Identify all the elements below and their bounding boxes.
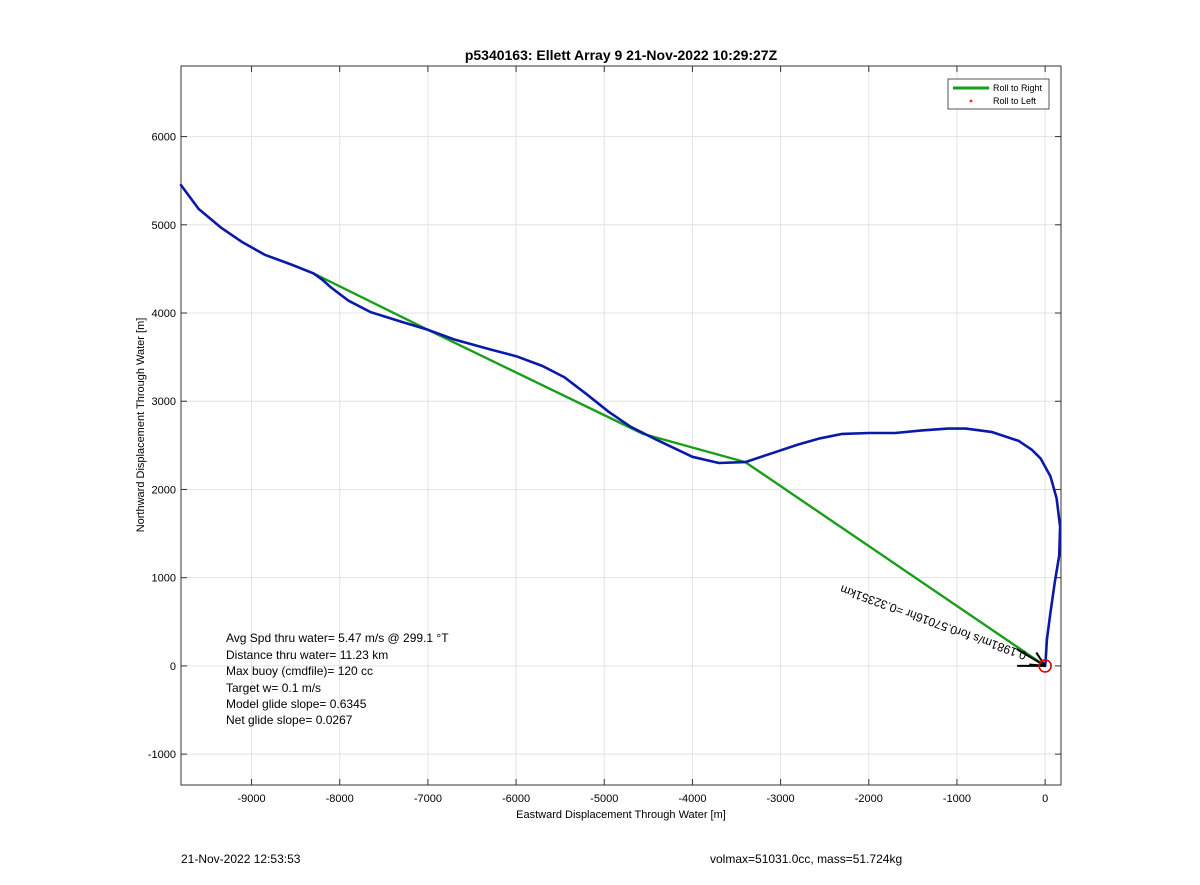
series-roll-right-line [312,272,1047,668]
marker-layer [1016,648,1052,673]
y-tick-label: 5000 [152,220,176,232]
legend-label-roll-right: Roll to Right [993,83,1043,93]
chart-title: p5340163: Ellett Array 9 21-Nov-2022 10:… [465,47,778,63]
x-axis-label: Eastward Displacement Through Water [m] [516,809,726,821]
y-tick-label: 1000 [152,573,176,585]
x-tick-label: -1000 [943,793,971,805]
y-tick-label: 3000 [152,396,176,408]
y-tick-label: 4000 [152,308,176,320]
y-tick-label: 2000 [152,484,176,496]
current-vector-label: 0.1981m/s for0.57016hr =0.32351km [838,582,1028,663]
legend: Roll to Right Roll to Left [947,78,1050,110]
x-tick-label: -9000 [237,793,265,805]
annotation-distance: Distance thru water= 11.23 km [226,648,388,662]
x-tick-label: -3000 [767,793,795,805]
annotation-net-glide: Net glide slope= 0.0267 [226,713,353,727]
x-tick-label: -5000 [590,793,618,805]
legend-box [947,78,1050,110]
series-track-line [179,183,1062,668]
x-tick-label: -6000 [502,793,530,805]
annotation-avg-speed: Avg Spd thru water= 5.47 m/s @ 299.1 °T [226,631,449,645]
y-tick-label: -1000 [148,749,176,761]
x-tick-label: 0 [1042,793,1048,805]
x-tick-label: -4000 [678,793,706,805]
y-tick-label: 6000 [152,132,176,144]
y-tick-label: 0 [170,661,176,673]
legend-swatch-roll-left [969,99,973,103]
series-layer [179,183,1062,668]
y-axis-label: Northward Displacement Through Water [m] [135,318,147,533]
annotation-target-w: Target w= 0.1 m/s [226,681,321,695]
x-tick-label: -2000 [855,793,883,805]
annotation-model-glide: Model glide slope= 0.6345 [226,697,367,711]
ticks: -9000 -8000 -7000 -6000 -5000 -4000 -3000 -2000… [148,66,1061,805]
legend-label-roll-left: Roll to Left [993,96,1037,106]
end-position-marker [1038,659,1052,673]
footer-timestamp: 21-Nov-2022 12:53:53 [181,852,301,866]
annotation-max-buoy: Max buoy (cmdfile)= 120 cc [226,664,373,678]
current-vector-arrowhead [1035,652,1046,667]
x-tick-label: -7000 [414,793,442,805]
stats-annotations: Avg Spd thru water= 5.47 m/s @ 299.1 °T … [226,631,449,727]
footer-volmax-mass: volmax=51031.0cc, mass=51.724kg [710,852,903,866]
x-tick-label: -8000 [326,793,354,805]
axes-box [180,65,1062,786]
